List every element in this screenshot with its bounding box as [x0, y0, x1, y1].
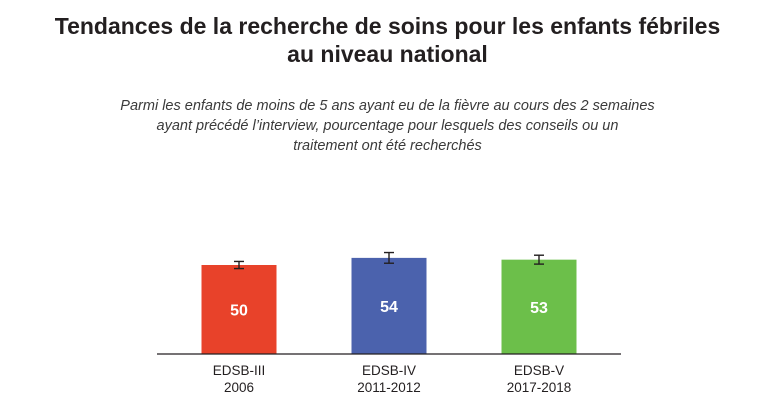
category-label: EDSB-V: [514, 363, 564, 378]
category-label: 2011-2012: [357, 380, 421, 395]
error-bar: [384, 251, 394, 264]
bar: [501, 259, 577, 354]
chart-subtitle-line-1: Parmi les enfants de moins de 5 ans ayan…: [120, 98, 655, 114]
chart-title: Tendances de la recherche de soins pour …: [0, 12, 775, 68]
category-label: EDSB-III: [213, 363, 266, 378]
category-label: EDSB-IV: [362, 363, 416, 378]
bar: [201, 265, 277, 354]
chart-subtitle-line-2: ayant précédé l’interview, pourcentage p…: [156, 118, 619, 134]
error-bar: [234, 260, 244, 270]
chart-subtitle-line-3: traitement ont été recherchés: [293, 138, 482, 154]
data-label: 53: [530, 300, 548, 317]
data-label: 50: [230, 303, 248, 320]
data-label: 54: [380, 299, 398, 316]
chart-subtitle: Parmi les enfants de moins de 5 ans ayan…: [60, 96, 715, 156]
chart-title-line-1: Tendances de la recherche de soins pour …: [54, 13, 721, 39]
bar: [351, 257, 427, 354]
category-label: 2017-2018: [507, 380, 572, 395]
chart-title-line-2: au niveau national: [287, 41, 488, 67]
category-label: 2006: [224, 380, 254, 395]
error-bar: [534, 254, 544, 265]
